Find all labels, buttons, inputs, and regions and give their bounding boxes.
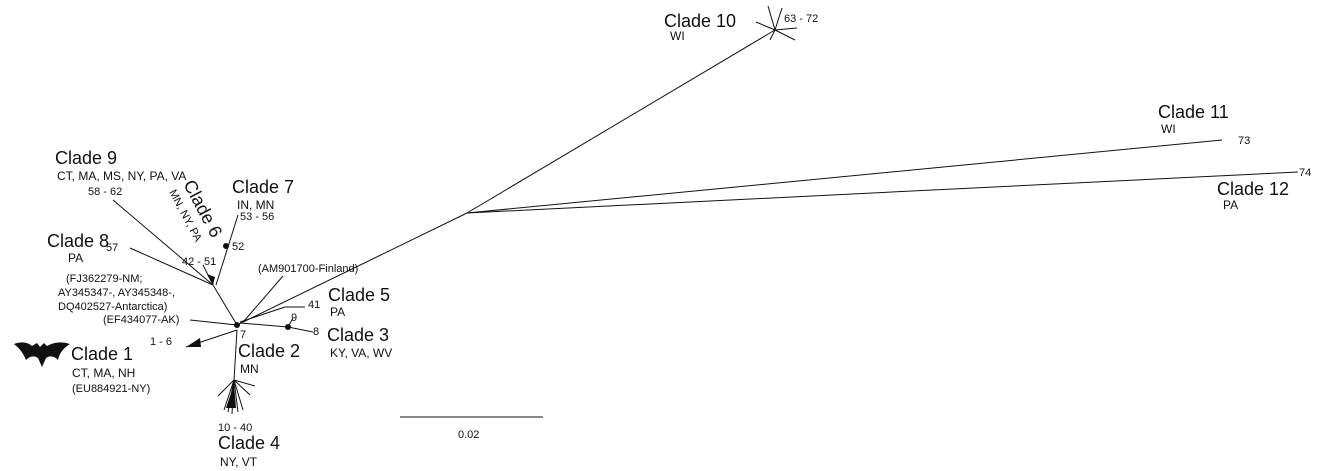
clade-name: Clade 5 [328,285,390,305]
clade-name: Clade 3 [327,325,389,345]
clade-name: Clade 11 [1158,102,1229,122]
phylogenetic-tree: Clade 1 CT, MA, NH 1 - 6 (EU884921-NY) Clade… [0,0,1327,471]
label: 0.02 [458,429,479,441]
label: 74 [1299,167,1311,179]
label: 53 - 56 [240,211,274,223]
label: IN, MN [237,198,274,212]
label: CT, MA, MS, NY, PA, VA [57,169,186,183]
label: CT, MA, NH [72,366,135,380]
label: PA [68,251,83,265]
label: 1 - 6 [150,336,172,348]
label: AY345347-, AY345348-, [58,287,175,299]
label: 41 [308,299,320,311]
label: 58 - 62 [88,186,122,198]
label: 52 [232,241,244,253]
label: 42 - 51 [182,256,216,268]
label: KY, VA, WV [330,346,392,360]
label: 8 [313,326,319,338]
label: (FJ362279-NM; [66,273,142,285]
label: 73 [1238,135,1250,147]
label: WI [1161,122,1176,136]
clade-name: Clade 8 [47,231,109,251]
label: 57 [106,242,118,254]
label: (EU884921-NY) [72,383,150,395]
clade-name: Clade 1 [71,344,133,364]
clade-name: Clade 9 [55,148,117,168]
label: DQ402527-Antarctica) [58,301,167,313]
label: (AM901700-Finland) [258,263,358,275]
clade-name: Clade 10 [664,11,736,31]
label: PA [330,305,345,319]
label: PA [1223,198,1238,212]
clade-name: Clade 4 [218,433,280,453]
clade-name: Clade 2 [238,341,300,361]
clade-name: Clade 7 [232,177,294,197]
label: 9 [291,312,297,324]
label: NY, VT [220,455,258,469]
label: 7 [240,329,246,341]
label: WI [670,29,685,43]
label: (EF434077-AK) [103,314,179,326]
clade-name: Clade 12 [1217,179,1289,199]
label: MN [240,362,259,376]
label: 63 - 72 [784,13,818,25]
bat-icon [14,342,70,367]
label: 10 - 40 [218,422,252,434]
